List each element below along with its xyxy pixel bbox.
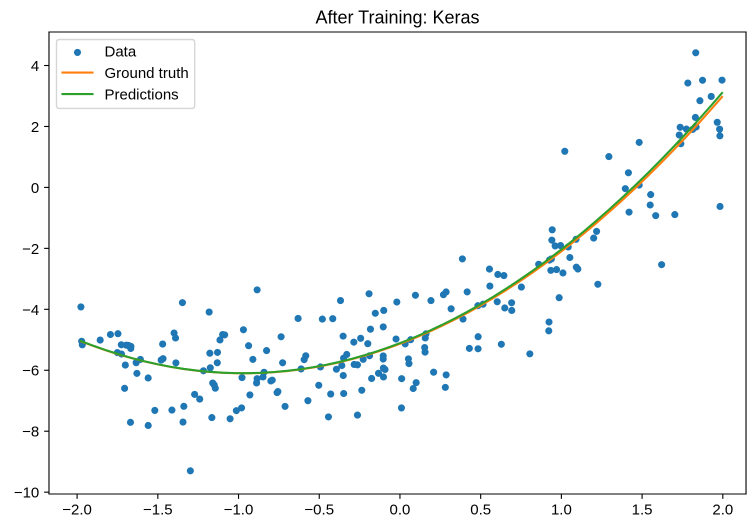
svg-text:Data: Data: [104, 43, 136, 60]
svg-text:1.0: 1.0: [551, 502, 572, 519]
svg-text:−0.5: −0.5: [304, 502, 334, 519]
svg-text:0.5: 0.5: [470, 502, 491, 519]
svg-text:−10: −10: [14, 485, 39, 502]
svg-text:2: 2: [31, 119, 39, 136]
svg-text:1.5: 1.5: [632, 502, 653, 519]
svg-text:−1.0: −1.0: [224, 502, 254, 519]
svg-text:−2.0: −2.0: [62, 502, 92, 519]
svg-text:Ground truth: Ground truth: [104, 65, 188, 82]
svg-text:0: 0: [31, 180, 39, 197]
svg-text:−4: −4: [22, 302, 39, 319]
svg-text:0.0: 0.0: [390, 502, 411, 519]
svg-text:−2: −2: [22, 241, 39, 258]
svg-text:After Training: Keras: After Training: Keras: [315, 8, 479, 28]
svg-text:Predictions: Predictions: [104, 86, 178, 103]
svg-text:4: 4: [31, 58, 39, 75]
svg-text:−6: −6: [22, 363, 39, 380]
svg-text:−1.5: −1.5: [143, 502, 173, 519]
svg-text:2.0: 2.0: [712, 502, 733, 519]
svg-text:−8: −8: [22, 424, 39, 441]
